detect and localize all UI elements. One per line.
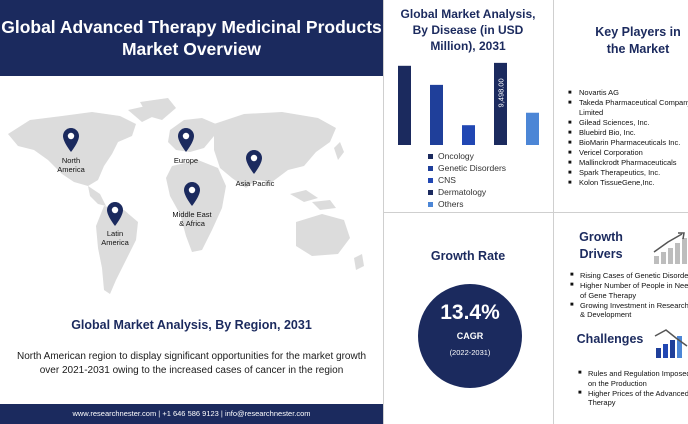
region-analysis-description: North American region to display signifi…	[0, 350, 383, 378]
legend-swatch	[428, 153, 433, 159]
asia-pacific-pin-icon	[246, 150, 262, 174]
key-players-list: Novartis AG Takeda Pharmaceutical Compan…	[568, 88, 688, 188]
disease-analysis-title: Global Market Analysis, By Disease (in U…	[384, 6, 552, 54]
growth-chart-icon	[653, 232, 687, 264]
legend-label: Others	[438, 199, 464, 209]
asia-pacific-label: Asia Pacific	[230, 179, 280, 188]
legend-swatch	[428, 177, 433, 183]
legend-label: Oncology	[438, 151, 474, 161]
middle-east-africa-label-line1: Middle East	[172, 210, 212, 219]
cagr-period: (2022-2031)	[449, 348, 491, 357]
legend-label: CNS	[438, 175, 456, 185]
north-america-label-line1: North	[61, 156, 81, 165]
world-map: North America Europe Asia Pacific Middle…	[0, 90, 383, 315]
growth-drivers-title-line1: Growth	[579, 230, 623, 244]
bar-dermatology	[494, 62, 507, 145]
middle-east-africa-label: Middle East & Africa	[168, 210, 216, 228]
asia-pacific-label-line1: Asia Pacific	[235, 179, 275, 188]
disease-chart-legend: Oncology Genetic Disorders CNS Dermatology O…	[428, 150, 506, 210]
list-item: Kolon TissueGene,Inc.	[568, 178, 688, 188]
contact-footer: www.researchnester.com | +1 646 586 9123…	[0, 404, 383, 424]
title-banner: Global Advanced Therapy Medicinal Produc…	[0, 0, 383, 76]
list-item: BioMarin Pharmaceuticals Inc.	[568, 138, 688, 148]
list-item: Higher Number of People in Need of Gene …	[570, 281, 688, 300]
disease-bar-chart: 9,498.00	[398, 62, 539, 145]
world-map-graphic	[8, 98, 364, 294]
list-item: Novartis AG	[568, 88, 688, 98]
legend-item: Genetic Disorders	[428, 162, 506, 174]
list-item: Vericel Corporation	[568, 148, 688, 158]
bar-others	[526, 112, 539, 145]
growth-rate-title: Growth Rate	[430, 249, 506, 263]
region-description-line2: over 2021-2031 owing to the increased ca…	[39, 365, 344, 376]
declining-chart-icon	[654, 329, 688, 358]
legend-label: Genetic Disorders	[438, 163, 507, 173]
divider-horizontal	[383, 212, 688, 213]
legend-item: Oncology	[428, 150, 506, 162]
challenges-list: Rules and Regulation Imposed on the Prod…	[578, 369, 688, 408]
list-item: Gilead Sciences, Inc.	[568, 118, 688, 128]
key-players-title-line1: Key Players in	[595, 25, 681, 39]
bar-oncology	[398, 65, 411, 145]
list-item: Spark Therapeutics, Inc.	[568, 168, 688, 178]
list-item: Higher Prices of the Advanced Therapy	[578, 389, 688, 408]
list-item: Rules and Regulation Imposed on the Prod…	[578, 369, 688, 388]
middle-east-africa-pin-icon	[184, 182, 200, 206]
list-item: Mallinckrodt Pharmaceuticals	[568, 158, 688, 168]
europe-label: Europe	[166, 156, 206, 165]
region-description-line1: North American region to display signifi…	[16, 351, 367, 362]
bar-cns	[462, 125, 475, 145]
disease-title-line3: Million), 2031	[430, 39, 506, 53]
north-america-label-line2: America	[57, 165, 85, 174]
growth-drivers-list: Rising Cases of Genetic Disorders Higher…	[570, 271, 688, 320]
growth-drivers-title: Growth Drivers	[570, 229, 632, 263]
list-item: Rising Cases of Genetic Disorders	[570, 271, 688, 281]
growth-drivers-title-line2: Drivers	[579, 247, 623, 261]
disease-title-line2: By Disease (in USD	[412, 23, 524, 37]
north-america-label: North America	[52, 156, 90, 174]
challenges-title: Challenges	[576, 332, 644, 346]
legend-swatch	[428, 201, 433, 207]
latin-america-label-line1: Latin	[106, 229, 124, 238]
legend-item: CNS	[428, 174, 506, 186]
europe-pin-icon	[178, 128, 194, 152]
list-item: Takeda Pharmaceutical Company Limited	[568, 98, 688, 118]
cagr-circle: 13.4% CAGR (2022-2031)	[418, 284, 522, 388]
key-players-title-line2: the Market	[606, 42, 670, 56]
bar-data-label: 9,498.00	[497, 78, 506, 107]
europe-label-line1: Europe	[173, 156, 199, 165]
legend-item: Others	[428, 198, 506, 210]
legend-swatch	[428, 189, 433, 195]
latin-america-label: Latin America	[96, 229, 134, 247]
page-title-line2: Market Overview	[121, 39, 262, 59]
page-title-line1: Global Advanced Therapy Medicinal Produc…	[1, 17, 382, 37]
disease-title-line1: Global Market Analysis,	[400, 7, 536, 21]
key-players-title: Key Players in the Market	[554, 24, 688, 58]
latin-america-pin-icon	[107, 202, 123, 226]
legend-label: Dermatology	[438, 187, 487, 197]
north-america-pin-icon	[63, 128, 79, 152]
middle-east-africa-label-line2: & Africa	[179, 219, 205, 228]
cagr-value: 13.4%	[440, 301, 500, 324]
list-item: Bluebird Bio, Inc.	[568, 128, 688, 138]
latin-america-label-line2: America	[101, 238, 129, 247]
legend-item: Dermatology	[428, 186, 506, 198]
legend-swatch	[428, 165, 433, 171]
list-item: Growing Investment in Research & Develop…	[570, 301, 688, 320]
region-analysis-heading: Global Market Analysis, By Region, 2031	[71, 318, 312, 332]
bar-genetic-disorders	[430, 84, 443, 145]
cagr-label: CAGR	[456, 331, 484, 341]
